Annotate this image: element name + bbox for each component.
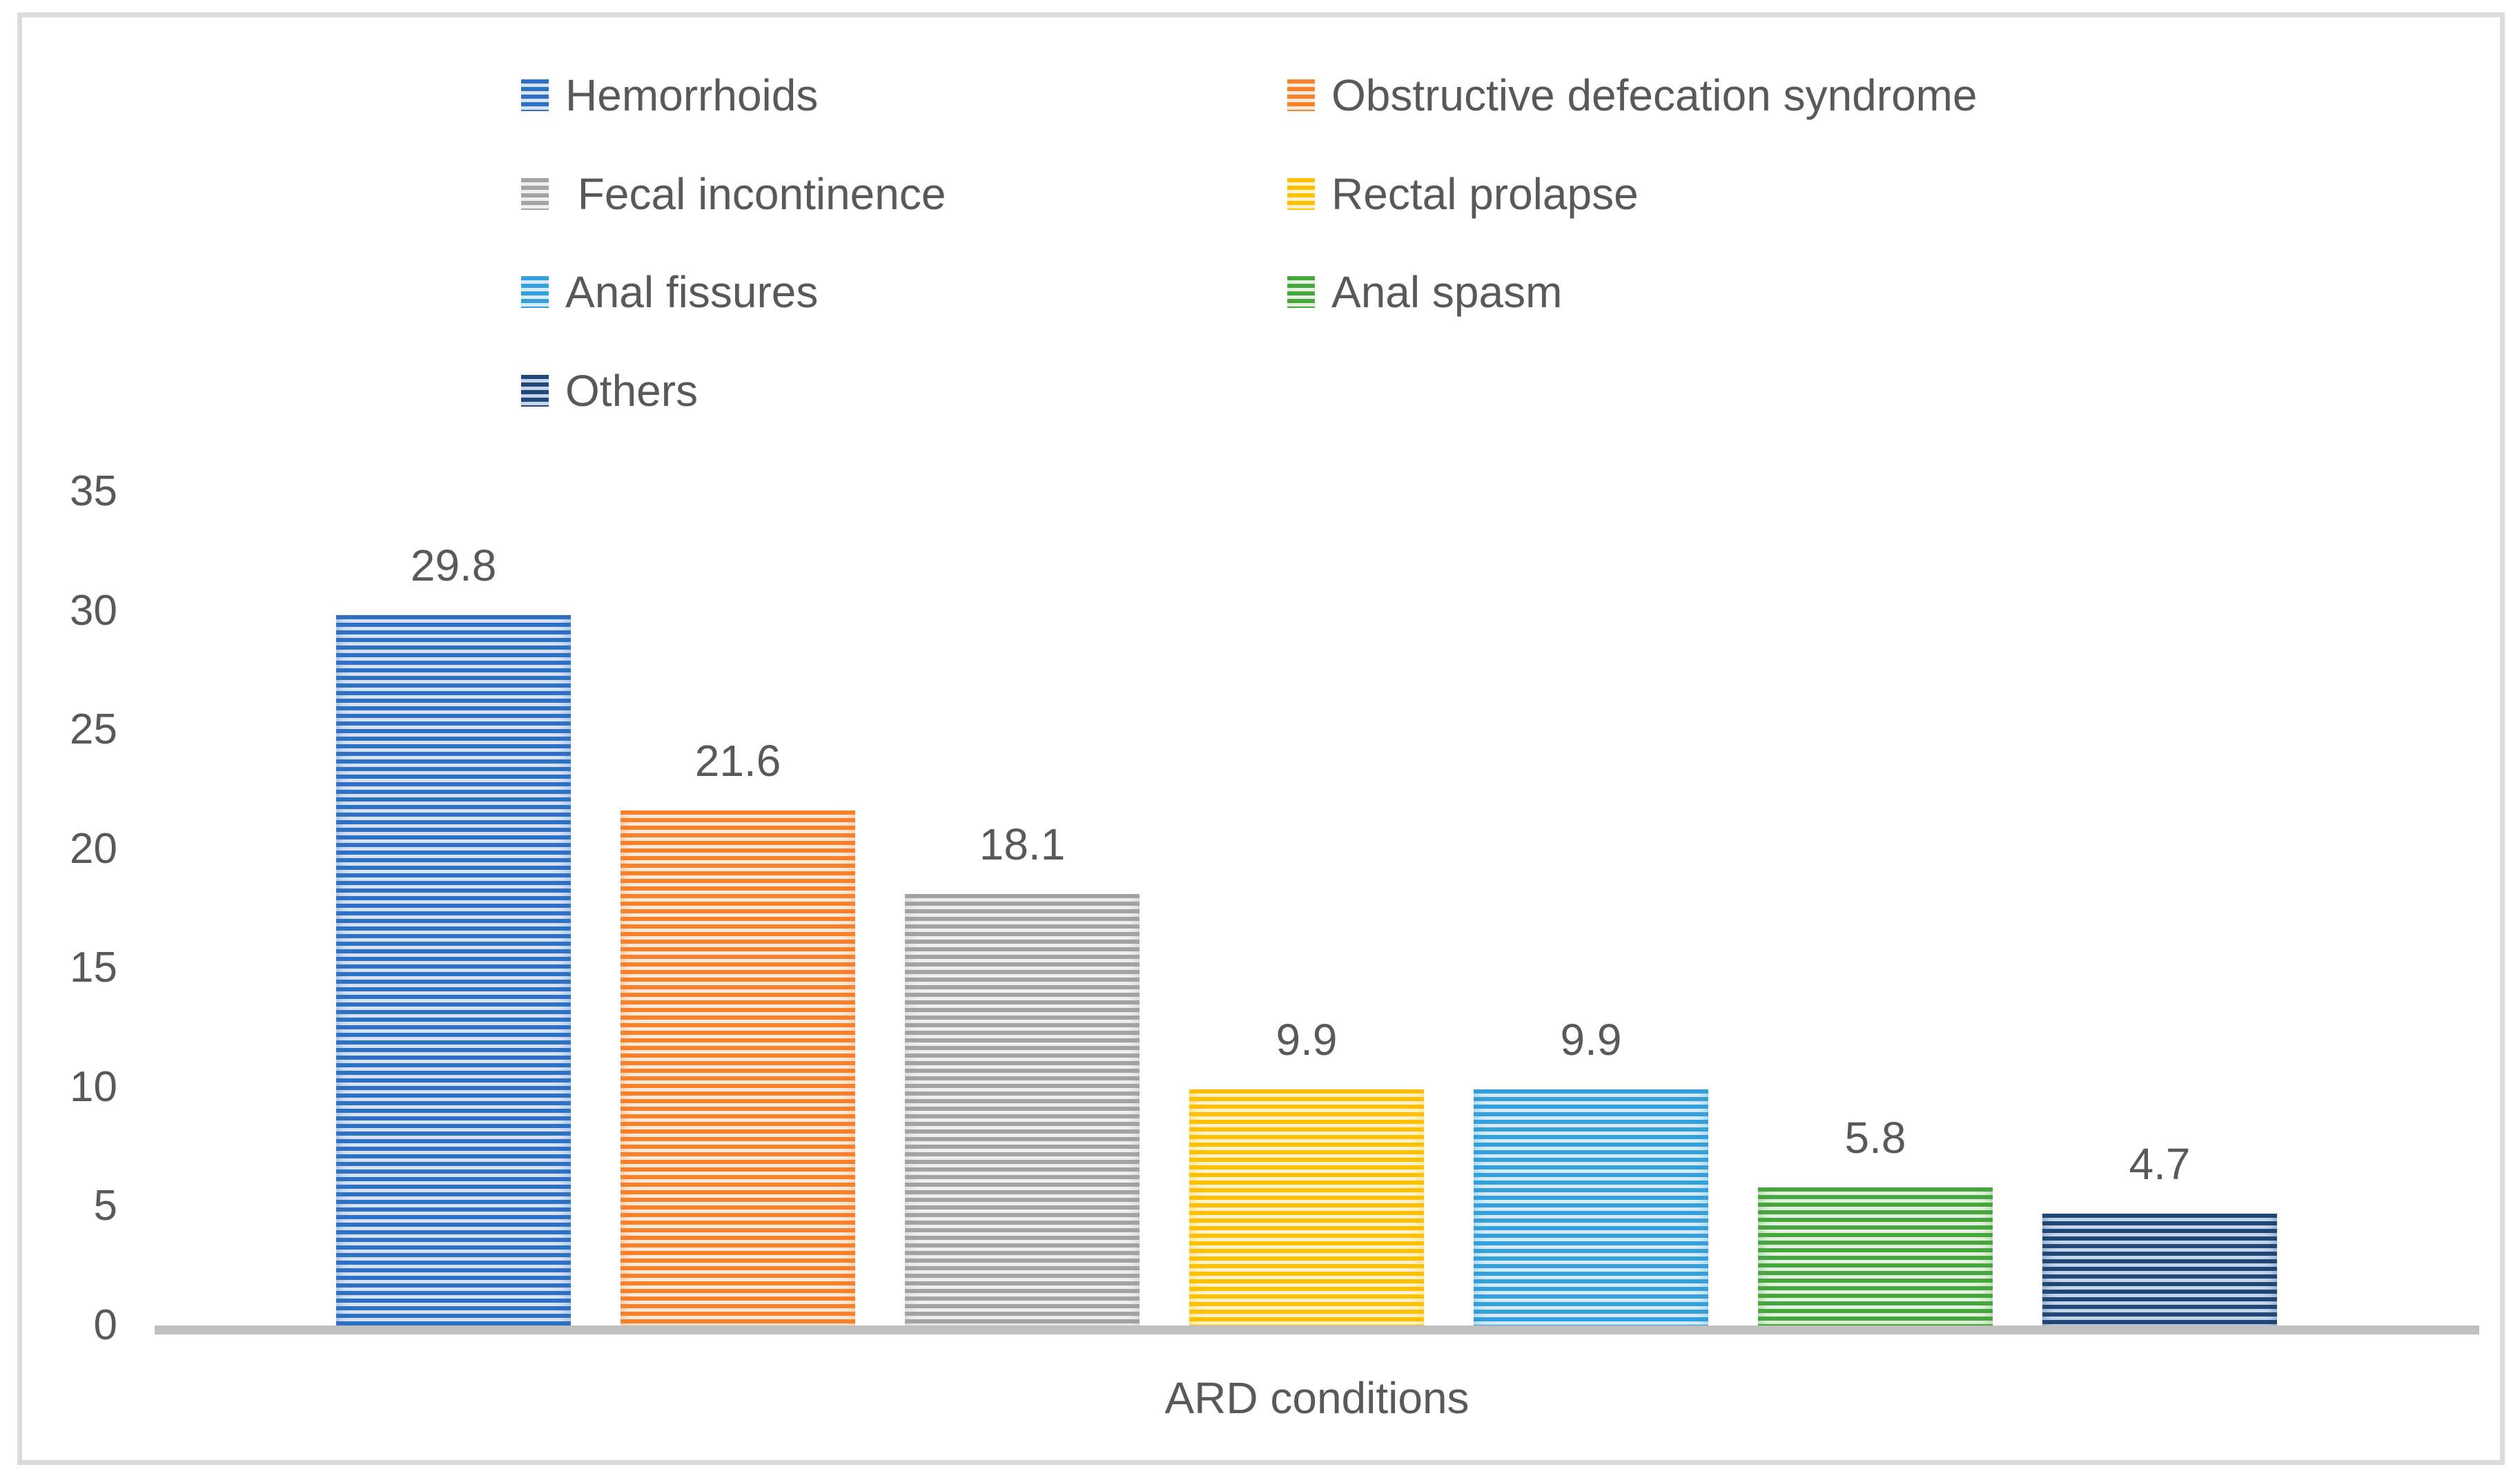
- data-label-fecal-incontinence: 18.1: [979, 819, 1066, 869]
- bar-others: [2042, 1214, 2277, 1326]
- legend-item-anal-fissures: Anal fissures: [521, 267, 818, 317]
- legend-label-hemorrhoids: Hemorrhoids: [565, 70, 819, 120]
- legend-swatch-orange-icon: [1287, 79, 1315, 111]
- y-tick-label-30: 30: [70, 586, 117, 634]
- x-axis-line: [155, 1326, 2479, 1334]
- y-tick-label-5: 5: [93, 1182, 117, 1230]
- legend-swatch-navy-icon: [521, 375, 549, 407]
- y-tick-label-20: 20: [70, 824, 117, 873]
- y-tick-label-35: 35: [70, 467, 117, 515]
- legend-item-obstructive-defecation-syndrome: Obstructive defecation syndrome: [1287, 70, 1977, 120]
- legend-label-anal-fissures: Anal fissures: [565, 267, 819, 317]
- data-label-obstructive-defecation-syndrome: 21.6: [694, 736, 781, 786]
- y-tick-label-15: 15: [70, 944, 117, 992]
- bar-hemorrhoids: [336, 615, 571, 1326]
- legend-item-others: Others: [521, 366, 698, 416]
- bar-rectal-prolapse: [1189, 1089, 1424, 1326]
- data-label-hemorrhoids: 29.8: [410, 541, 497, 590]
- legend-swatch-blue-icon: [521, 79, 549, 111]
- data-label-anal-spasm: 5.8: [1844, 1113, 1906, 1163]
- x-axis-title: ARD conditions: [1164, 1373, 1469, 1423]
- bar-anal-spasm: [1758, 1187, 1993, 1326]
- y-tick-label-25: 25: [70, 706, 117, 754]
- data-label-anal-fissures: 9.9: [1560, 1015, 1622, 1065]
- legend-label-obstructive-defecation-syndrome: Obstructive defecation syndrome: [1331, 70, 1977, 120]
- y-tick-label-0: 0: [93, 1301, 117, 1349]
- legend-swatch-gray-icon: [521, 178, 549, 210]
- legend-item-rectal-prolapse: Rectal prolapse: [1287, 169, 1639, 219]
- legend-label-rectal-prolapse: Rectal prolapse: [1331, 169, 1639, 219]
- legend-item-anal-spasm: Anal spasm: [1287, 267, 1562, 317]
- legend-swatch-green-icon: [1287, 276, 1315, 308]
- legend-item-fecal-incontinence: Fecal incontinence: [521, 169, 946, 219]
- legend-label-fecal-incontinence: Fecal incontinence: [565, 169, 946, 219]
- legend-label-anal-spasm: Anal spasm: [1331, 267, 1563, 317]
- bar-anal-fissures: [1474, 1089, 1708, 1326]
- data-label-others: 4.7: [2129, 1139, 2191, 1189]
- bar-obstructive-defecation-syndrome: [621, 810, 855, 1326]
- legend-label-others: Others: [565, 366, 699, 416]
- data-label-rectal-prolapse: 9.9: [1276, 1015, 1338, 1065]
- legend-item-hemorrhoids: Hemorrhoids: [521, 70, 818, 120]
- y-tick-label-10: 10: [70, 1062, 117, 1111]
- legend-swatch-light-blue-icon: [521, 276, 549, 308]
- legend-swatch-yellow-icon: [1287, 178, 1315, 210]
- bar-fecal-incontinence: [905, 894, 1140, 1326]
